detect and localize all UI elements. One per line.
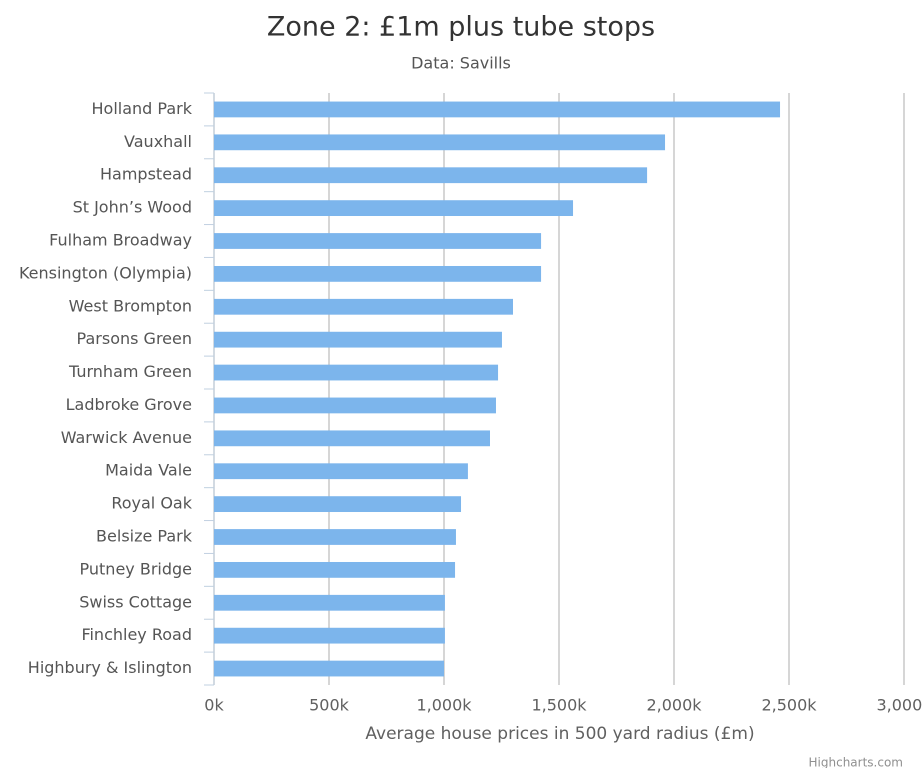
bar <box>214 265 542 282</box>
x-tick-label: 1,000k <box>416 696 472 715</box>
bar <box>214 101 781 118</box>
y-tick-label: Turnham Green <box>68 362 192 381</box>
x-tick-label: 0k <box>204 696 224 715</box>
y-tick-label: Belsize Park <box>96 527 193 546</box>
y-tick-label: Hampstead <box>100 165 192 184</box>
y-tick-label: Warwick Avenue <box>61 428 192 447</box>
bar <box>214 134 666 151</box>
bar <box>214 430 490 447</box>
x-tick-label: 2,500k <box>761 696 817 715</box>
bar <box>214 529 456 545</box>
bar <box>214 397 496 414</box>
y-tick-label: West Brompton <box>69 296 192 315</box>
bar <box>214 200 574 217</box>
bar <box>214 167 648 184</box>
y-tick-label: Maida Vale <box>105 461 192 480</box>
y-tick-label: Parsons Green <box>77 329 192 348</box>
x-tick-label: 2,000k <box>646 696 702 715</box>
bar <box>214 331 502 348</box>
bar <box>214 364 499 381</box>
y-tick-label: Highbury & Islington <box>28 658 192 677</box>
x-tick-label: 1,500k <box>531 696 587 715</box>
bar <box>214 298 513 315</box>
y-tick-label: Holland Park <box>92 99 193 118</box>
bar <box>214 463 468 480</box>
bar <box>214 561 456 578</box>
x-axis-title: Average house prices in 500 yard radius … <box>365 724 754 744</box>
y-tick-label: Finchley Road <box>81 625 192 644</box>
bar <box>214 594 445 611</box>
y-tick-label: Putney Bridge <box>80 559 192 578</box>
y-tick-label: Swiss Cottage <box>79 592 192 611</box>
bar <box>214 660 444 677</box>
y-tick-label: St John’s Wood <box>73 198 192 217</box>
x-tick-label: 3,000k <box>876 696 922 715</box>
y-tick-label: Fulham Broadway <box>49 231 192 250</box>
chart-title: Zone 2: £1m plus tube stops <box>267 12 655 43</box>
y-tick-label: Kensington (Olympia) <box>19 263 192 282</box>
bar <box>214 496 462 513</box>
y-tick-label: Royal Oak <box>111 494 192 513</box>
x-tick-label: 500k <box>309 696 350 715</box>
bar <box>214 233 542 249</box>
y-tick-label: Ladbroke Grove <box>66 395 192 414</box>
bar <box>214 627 445 644</box>
chart-subtitle: Data: Savills <box>411 54 511 73</box>
credits: Highcharts.com <box>809 756 903 768</box>
y-tick-label: Vauxhall <box>124 132 192 151</box>
